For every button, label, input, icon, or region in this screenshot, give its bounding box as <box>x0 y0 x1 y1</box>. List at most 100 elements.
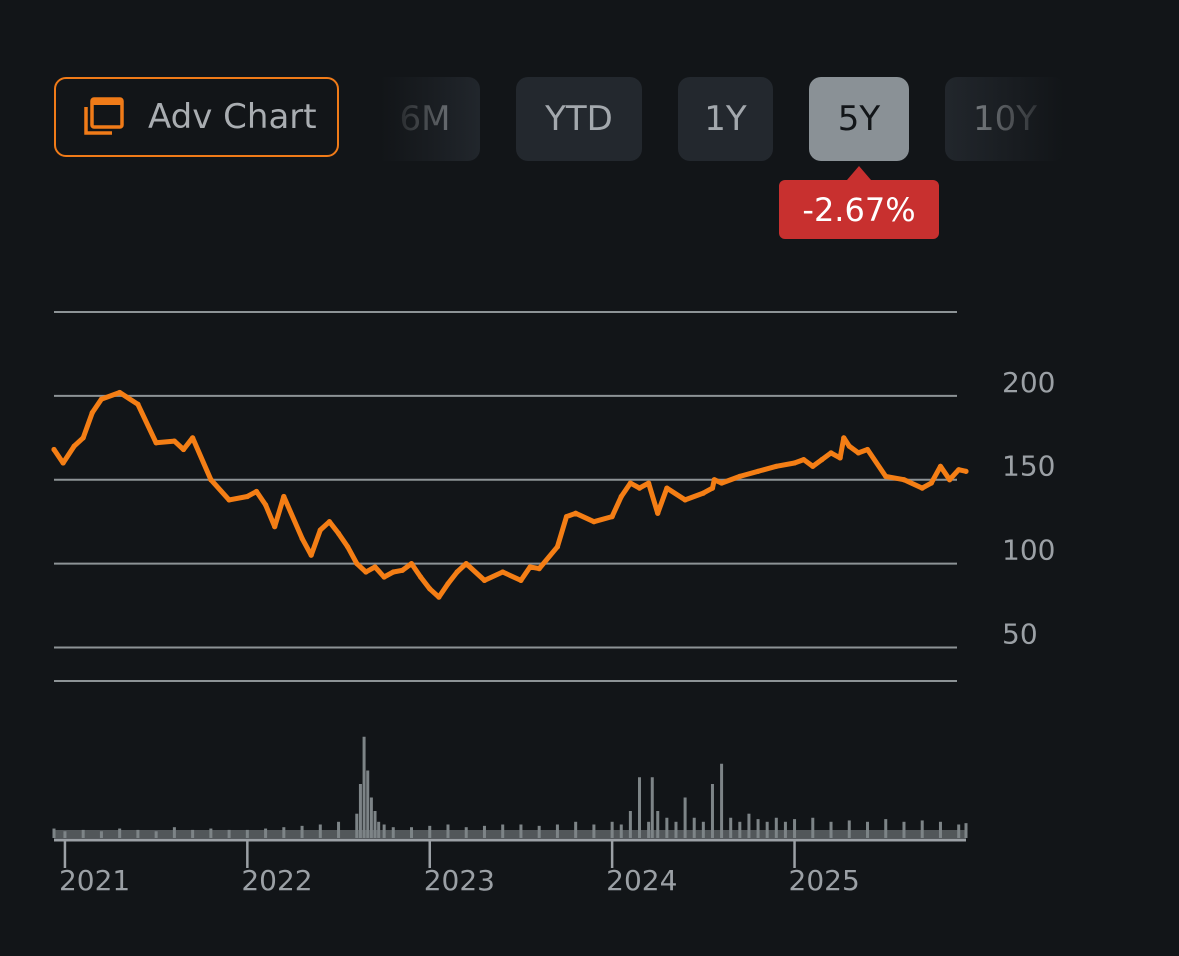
price-point <box>281 493 287 500</box>
price-point <box>846 443 852 449</box>
volume-bar <box>811 817 815 838</box>
volume-bar <box>783 821 787 838</box>
y-tick-label: 200 <box>1002 366 1055 399</box>
price-point <box>454 569 460 575</box>
price-point <box>436 594 442 600</box>
price-point <box>60 460 66 466</box>
price-point <box>208 477 214 483</box>
price-point <box>253 488 260 495</box>
price-point <box>135 401 141 407</box>
price-point <box>901 477 907 483</box>
price-point <box>117 389 123 396</box>
price-point <box>500 569 506 575</box>
price-point <box>718 480 725 486</box>
price-point <box>801 457 807 463</box>
volume-bar <box>358 784 362 838</box>
volume-bar <box>683 797 687 838</box>
price-point <box>418 574 424 580</box>
volume-bar <box>674 821 678 838</box>
price-point <box>345 544 351 550</box>
price-point <box>408 560 415 567</box>
range-1y-button[interactable]: 1Y <box>678 77 773 161</box>
price-point <box>700 490 706 496</box>
range-ytd-button[interactable]: YTD <box>516 77 642 161</box>
volume-bar <box>710 784 714 838</box>
price-line <box>51 390 969 600</box>
x-tick-label: 2022 <box>241 864 312 897</box>
volume-bar <box>747 813 751 838</box>
volume-bar <box>373 811 377 838</box>
volume-bar <box>355 813 359 838</box>
volume-bar <box>902 821 906 838</box>
price-point <box>755 468 761 474</box>
price-point <box>527 564 533 570</box>
price-point <box>71 443 77 449</box>
volume-bar <box>720 763 724 838</box>
price-point <box>883 473 889 479</box>
price-point <box>171 438 177 444</box>
change-value: -2.67% <box>802 190 916 229</box>
price-point <box>51 446 57 453</box>
price-point <box>709 485 716 491</box>
chart-windows-icon <box>84 97 124 135</box>
price-point <box>335 530 342 537</box>
price-point <box>354 560 360 567</box>
x-tick-label: 2024 <box>606 864 677 897</box>
volume-bar <box>729 817 733 838</box>
y-tick-label: 100 <box>1002 534 1055 567</box>
price-point <box>262 502 269 508</box>
volume-bar <box>692 817 696 838</box>
price-point <box>791 460 798 466</box>
price-point <box>363 569 369 575</box>
volume-bar <box>650 777 654 838</box>
price-point <box>937 463 944 469</box>
price-point <box>664 485 670 491</box>
price-point <box>773 463 779 469</box>
price-point <box>427 586 433 592</box>
y-tick-label: 150 <box>1002 450 1055 483</box>
price-point <box>864 446 871 453</box>
volume-bar <box>866 821 870 838</box>
adv-chart-button[interactable]: Adv Chart <box>54 77 339 157</box>
price-point <box>372 564 378 570</box>
volume-bar <box>938 821 942 838</box>
y-tick-label: 50 <box>1002 617 1038 650</box>
price-point <box>618 493 624 500</box>
price-point <box>963 468 969 474</box>
volume-bar <box>377 821 381 838</box>
volume-bar <box>774 817 778 838</box>
range-5y-button[interactable]: 5Y <box>809 77 909 161</box>
volume-bar <box>847 820 851 838</box>
price-point <box>381 574 387 580</box>
price-point <box>591 519 597 525</box>
change-badge: -2.67% <box>779 166 939 239</box>
price-point <box>272 524 278 530</box>
volume-bar <box>829 821 833 838</box>
volume-bar <box>647 821 651 838</box>
volume-band <box>54 830 966 838</box>
price-point <box>711 477 717 483</box>
price-point <box>554 544 561 550</box>
volume-bar <box>369 797 373 838</box>
price-point <box>180 446 187 453</box>
price-point <box>326 519 333 525</box>
price-point <box>80 435 86 441</box>
price-point <box>317 527 323 533</box>
volume-bar <box>701 821 705 838</box>
price-point <box>89 410 95 416</box>
price-point <box>655 510 661 516</box>
adv-chart-label: Adv Chart <box>148 97 317 137</box>
price-point <box>399 567 405 573</box>
volume-bar <box>884 819 888 838</box>
price-point <box>837 455 843 461</box>
price-point <box>646 480 652 486</box>
price-point <box>636 485 643 491</box>
price-point <box>98 396 105 402</box>
price-point <box>682 497 688 503</box>
price-point <box>299 535 305 542</box>
price-point <box>919 485 925 491</box>
price-point <box>244 493 250 500</box>
price-point <box>563 514 570 520</box>
price-point <box>536 566 542 572</box>
price-point <box>819 457 825 463</box>
